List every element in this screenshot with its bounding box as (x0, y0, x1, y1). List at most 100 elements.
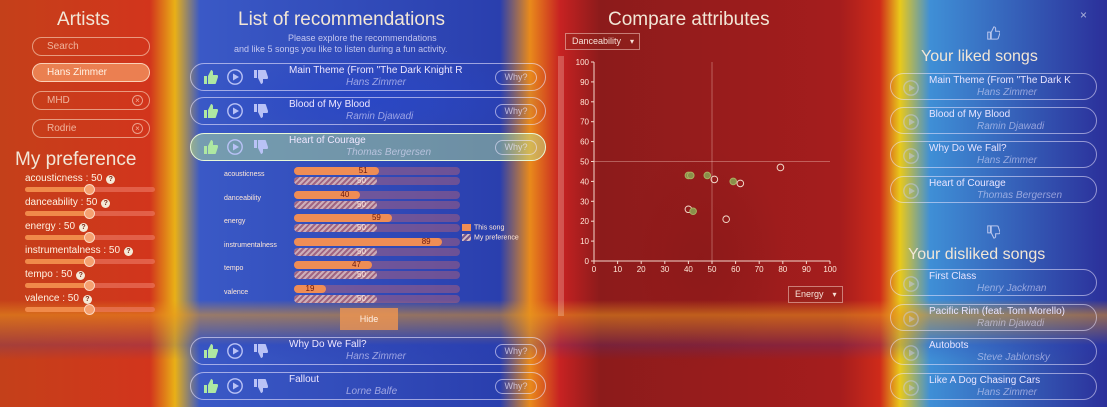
preference-slider[interactable] (25, 184, 155, 195)
scatter-point[interactable] (776, 163, 785, 172)
card-actions (202, 103, 268, 119)
preference-value-fill (294, 271, 377, 279)
play-icon[interactable] (903, 345, 919, 361)
song-title: Autobots (929, 340, 969, 351)
play-icon[interactable] (227, 103, 243, 119)
preference-slider[interactable] (25, 304, 155, 315)
liked-song-card[interactable]: Heart of Courage Thomas Bergersen (890, 176, 1097, 203)
slider-thumb[interactable] (84, 184, 95, 195)
scrollbar[interactable] (558, 56, 564, 316)
help-icon[interactable]: ? (76, 271, 86, 280)
hide-explanation-button[interactable]: Hide (340, 308, 398, 330)
scatter-point[interactable] (729, 177, 738, 186)
preference-slider[interactable] (25, 256, 155, 267)
feature-label: acousticness (224, 171, 265, 178)
song-artist: Ramin Djawadi (977, 121, 1045, 132)
artist-pill-mhd[interactable]: MHD × (32, 91, 150, 110)
play-icon[interactable] (903, 114, 919, 130)
play-icon[interactable] (903, 311, 919, 327)
slider-label-text: instrumentalness : 50 (25, 245, 121, 256)
recommendation-card[interactable]: Heart of Courage Thomas Bergersen Why? (190, 133, 546, 161)
dislike-icon[interactable] (252, 343, 268, 359)
artist-pill-hans-zimmer[interactable]: Hans Zimmer (32, 63, 150, 82)
play-icon[interactable] (903, 148, 919, 164)
card-actions (202, 139, 268, 155)
y-attribute-dropdown[interactable]: Danceability ▾ (565, 33, 641, 50)
help-icon[interactable]: ? (106, 175, 116, 184)
preference-slider-row: danceability : 50? (25, 197, 157, 221)
scatter-point[interactable] (686, 171, 695, 180)
preference-value-label: 50 (357, 270, 366, 279)
preference-slider[interactable] (25, 280, 155, 291)
play-icon[interactable] (227, 139, 243, 155)
dislike-icon[interactable] (252, 103, 268, 119)
liked-song-card[interactable]: Why Do We Fall? Hans Zimmer (890, 141, 1097, 168)
preference-slider-row: instrumentalness : 50? (25, 245, 157, 269)
scatter-point[interactable] (710, 175, 719, 184)
y-tick-label: 10 (580, 237, 589, 246)
dislike-icon[interactable] (252, 139, 268, 155)
preference-slider[interactable] (25, 232, 155, 243)
why-button[interactable]: Why? (495, 104, 537, 119)
like-icon[interactable] (202, 343, 218, 359)
liked-song-card[interactable]: Blood of My Blood Ramin Djawadi (890, 107, 1097, 134)
liked-song-card[interactable]: Main Theme (From "The Dark K Hans Zimmer (890, 73, 1097, 100)
disliked-song-card[interactable]: Autobots Steve Jablonsky (890, 338, 1097, 365)
recommendation-card[interactable]: Why Do We Fall? Hans Zimmer Why? (190, 337, 546, 365)
play-icon[interactable] (903, 276, 919, 292)
card-actions (202, 378, 268, 394)
play-icon[interactable] (227, 378, 243, 394)
slider-thumb[interactable] (84, 232, 95, 243)
song-value-bar: 47 (294, 260, 460, 269)
dislike-icon[interactable] (252, 69, 268, 85)
play-icon[interactable] (903, 380, 919, 396)
help-icon[interactable]: ? (124, 247, 134, 256)
slider-thumb[interactable] (84, 304, 95, 315)
preference-title: My preference (15, 149, 137, 170)
play-icon[interactable] (227, 343, 243, 359)
recommendation-card[interactable]: Blood of My Blood Ramin Djawadi Why? (190, 97, 546, 125)
scatter-point[interactable] (703, 171, 712, 180)
slider-thumb[interactable] (84, 208, 95, 219)
like-icon[interactable] (202, 103, 218, 119)
dislike-icon[interactable] (252, 378, 268, 394)
recommendations-title: List of recommendations (238, 9, 445, 30)
why-button[interactable]: Why? (495, 140, 537, 155)
why-button[interactable]: Why? (495, 344, 537, 359)
play-icon[interactable] (227, 69, 243, 85)
song-value-fill (294, 237, 442, 246)
thumbs-up-icon (987, 26, 1000, 40)
help-icon[interactable]: ? (79, 223, 89, 232)
artist-pill-rodrie[interactable]: Rodrie × (32, 119, 150, 138)
scatter-point[interactable] (736, 179, 745, 188)
remove-icon[interactable]: × (132, 123, 143, 134)
preference-slider-row: valence : 50? (25, 293, 157, 317)
slider-thumb[interactable] (84, 256, 95, 267)
why-button[interactable]: Why? (495, 70, 537, 85)
like-icon[interactable] (202, 139, 218, 155)
help-icon[interactable]: ? (82, 295, 92, 304)
scatter-point[interactable] (689, 207, 697, 216)
disliked-song-card[interactable]: Like A Dog Chasing Cars Hans Zimmer (890, 373, 1097, 400)
recommendation-card[interactable]: Fallout Lorne Balfe Why? (190, 372, 546, 400)
x-attribute-dropdown[interactable]: Energy ▾ (788, 286, 843, 303)
play-icon[interactable] (903, 80, 919, 96)
like-icon[interactable] (202, 378, 218, 394)
recommendation-card[interactable]: Main Theme (From "The Dark Knight R Hans … (190, 63, 546, 91)
scatter-point[interactable] (722, 215, 730, 224)
slider-label-text: energy : 50 (25, 221, 76, 232)
disliked-song-card[interactable]: Pacific Rim (feat. Tom Morello) Ramin Dja… (890, 304, 1097, 331)
play-icon[interactable] (903, 183, 919, 199)
song-title: First Class (929, 271, 977, 282)
artist-search-input[interactable]: Search (32, 37, 150, 56)
feature-label: danceability (224, 194, 261, 202)
why-button[interactable]: Why? (495, 379, 537, 394)
disliked-song-card[interactable]: First Class Henry Jackman (890, 269, 1097, 296)
like-icon[interactable] (202, 69, 218, 85)
help-icon[interactable]: ? (101, 199, 111, 208)
song-artist: Thomas Bergersen (977, 190, 1063, 201)
close-icon[interactable]: × (1080, 8, 1088, 22)
remove-icon[interactable]: × (132, 95, 143, 106)
preference-slider[interactable] (25, 208, 155, 219)
slider-thumb[interactable] (84, 280, 95, 291)
